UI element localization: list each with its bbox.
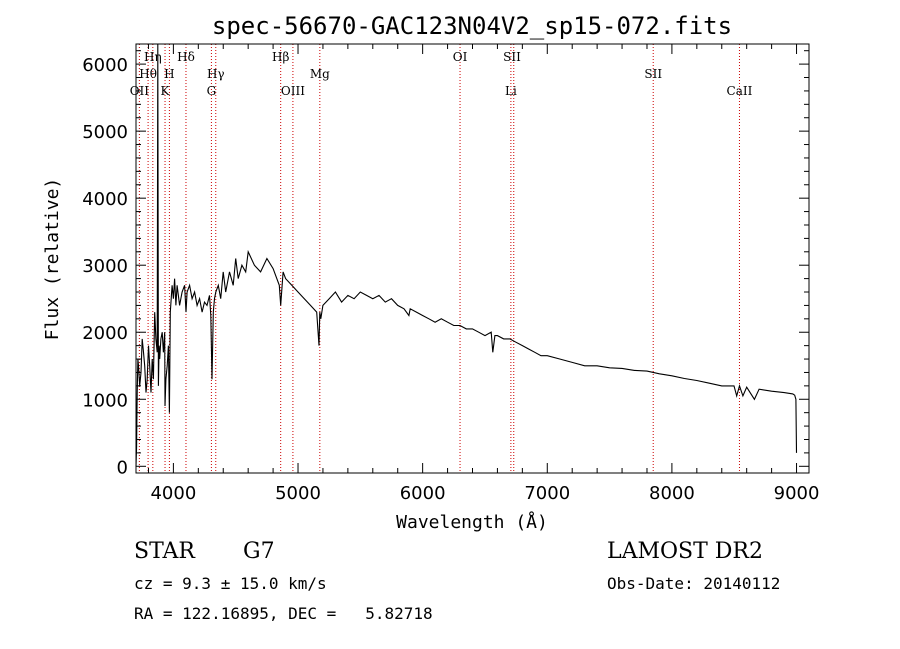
x-tick-label: 4000: [150, 483, 196, 504]
y-tick-label: 0: [117, 457, 128, 478]
object-class: STAR: [134, 539, 195, 564]
x-tick-label: 5000: [275, 483, 321, 504]
x-tick-label: 7000: [524, 483, 570, 504]
marker-label: OIII: [281, 84, 305, 98]
coordinates: RA = 122.16895, DEC = 5.82718: [134, 604, 433, 623]
spectrum-line: [135, 43, 798, 467]
spectral-line-markers: [138, 44, 740, 473]
marker-label: H: [164, 67, 174, 81]
marker-label: G: [207, 84, 217, 98]
survey-name: LAMOST DR2: [607, 539, 763, 564]
x-tick-label: 8000: [649, 483, 695, 504]
marker-label: Hβ: [272, 50, 289, 64]
redshift-velocity: cz = 9.3 ± 15.0 km/s: [134, 574, 327, 593]
marker-label: OI: [453, 50, 468, 64]
marker-label: Mg: [310, 67, 330, 81]
y-tick-label: 1000: [82, 390, 128, 411]
spectrum-chart: spec-56670-GAC123N04V2_sp15-072.fits HηH…: [42, 12, 820, 533]
y-tick-label: 4000: [82, 189, 128, 210]
plot-frame: [135, 43, 810, 474]
x-axis-label: Wavelength (Å): [396, 511, 548, 533]
y-tick-label: 2000: [82, 323, 128, 344]
x-axis: 4000 5000 6000 7000 8000 9000: [147, 44, 820, 504]
marker-label: Hη: [144, 50, 162, 64]
x-tick-label: 6000: [400, 483, 446, 504]
x-tick-label: 9000: [774, 483, 820, 504]
y-axis-label: Flux (relative): [42, 178, 63, 341]
marker-label: Hγ: [207, 67, 225, 81]
y-tick-label: 5000: [82, 122, 128, 143]
marker-label: K: [161, 84, 171, 98]
y-axis: 0 1000 2000 3000 4000 5000 6000: [82, 50, 809, 478]
marker-label: Li: [505, 84, 517, 98]
observation-date: Obs-Date: 20140112: [607, 574, 781, 593]
y-tick-label: 6000: [82, 55, 128, 76]
marker-label: CaII: [727, 84, 753, 98]
object-subclass: G7: [243, 539, 275, 564]
marker-label: SII: [503, 50, 521, 64]
chart-title: spec-56670-GAC123N04V2_sp15-072.fits: [212, 12, 732, 40]
marker-label: SII: [644, 67, 662, 81]
y-tick-label: 3000: [82, 256, 128, 277]
marker-label: Hθ: [139, 67, 157, 81]
marker-label: Hδ: [177, 50, 195, 64]
